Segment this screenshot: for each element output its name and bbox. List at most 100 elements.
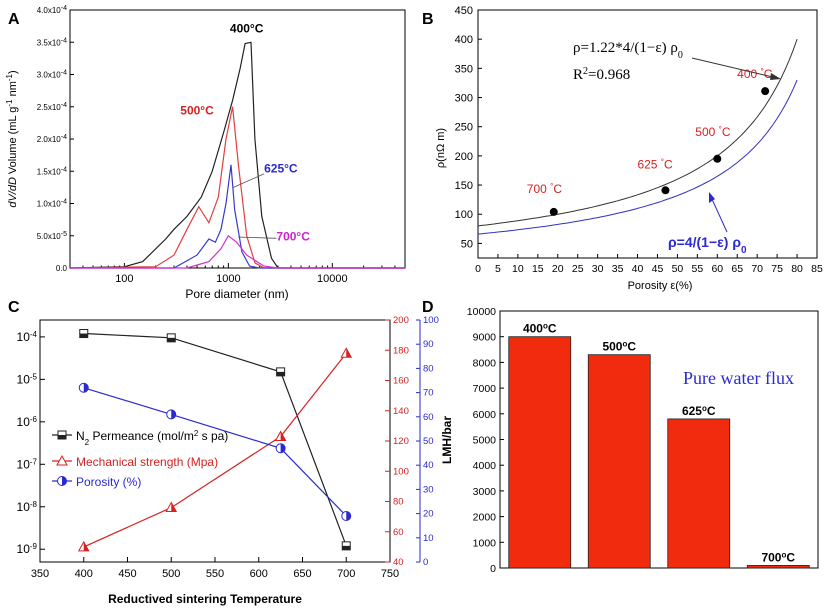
panel-b-r2: R2=0.968 (573, 66, 630, 84)
panel-b-fit1-equation: ρ=1.22*4/(1−ε) ρ0 (573, 40, 683, 61)
b-xtick-label: 85 (811, 263, 823, 275)
a-annotation-label: 625°C (264, 162, 298, 176)
panel-letter-c: C (8, 299, 20, 316)
c-right1-tick-label: 140 (393, 406, 409, 417)
panel-b-xlabel: Porosity ε(%) (628, 280, 693, 292)
panel-d-legend: Pure water flux (683, 368, 794, 388)
a-pointer-700 (238, 236, 277, 239)
b-xtick-label: 50 (672, 263, 684, 275)
d-bar-label: 700oC (761, 550, 795, 565)
panel-b-fit2-arrowhead (709, 192, 715, 203)
legend-marker-strength (56, 454, 68, 466)
panel-b-resistivity: 50 100 150 200 250 300 350 400 450 0 5 10 15 20 25 30 3… (435, 5, 823, 292)
d-ytick-label: 2000 (473, 512, 497, 524)
a-series-line (70, 164, 405, 269)
panel-a-pore-distribution: 0.0 5.0x10-5 1.0x10-4 1.5x10-4 2.0x10-4 2.5x1… (5, 5, 406, 301)
c-right2-tick-label: 80 (423, 363, 434, 374)
c-xtick-label: 750 (381, 568, 399, 580)
b-data-point (761, 87, 770, 96)
a-series-line (69, 106, 405, 269)
b-point-label: 625 °C (637, 157, 673, 172)
a-annotation-label: 400°C (230, 22, 264, 36)
c-marker-square-fill (276, 371, 285, 376)
panel-a-xlabel: Pore diameter (nm) (185, 287, 288, 301)
panel-c-legend: N2 Permeance (mol/m2 s pa) Mechanical st… (52, 429, 228, 489)
a-ytick-label: 1.0x10-4 (37, 198, 67, 209)
c-marker-circle-fill (83, 383, 89, 393)
panel-b-ylabel: ρ(nΩ m) (435, 128, 447, 168)
b-xtick-label: 30 (592, 263, 604, 275)
c-marker-circle-fill (171, 409, 176, 419)
panel-d-ylabel: LMH/bar (440, 416, 454, 464)
c-left-tick-label: 10-8 (17, 499, 38, 514)
b-ytick-label: 100 (455, 209, 473, 221)
d-bar-label: 500oC (602, 339, 636, 354)
b-ytick-label: 300 (455, 93, 473, 105)
c-right2-tick-label: 20 (423, 509, 434, 520)
d-ytick-label: 4000 (473, 460, 497, 472)
c-right2-tick-label: 90 (423, 339, 434, 350)
d-bar-label: 625oC (682, 403, 716, 418)
a-annotation-label: 500°C (180, 103, 214, 117)
c-series-line (83, 352, 347, 548)
a-xtick-label: 10000 (317, 273, 348, 285)
panel-b-fit1-arrow (691, 57, 778, 79)
d-ytick-label: 0 (490, 563, 496, 575)
c-marker-square-fill (342, 545, 351, 550)
d-ytick-label: 8000 (473, 357, 497, 369)
a-pointer-625 (233, 173, 265, 188)
c-right1-tick-label: 200 (393, 315, 409, 326)
c-xtick-label: 400 (75, 568, 93, 580)
b-ytick-label: 450 (455, 5, 473, 17)
c-right1-tick-label: 40 (393, 557, 404, 568)
c-right2-tick-label: 0 (423, 557, 428, 568)
d-ytick-label: 1000 (473, 537, 497, 549)
c-xtick-label: 550 (206, 568, 224, 580)
c-right1-tick-label: 180 (393, 345, 409, 356)
c-right1-tick-label: 120 (393, 436, 409, 447)
d-ytick-label: 6000 (473, 409, 497, 421)
d-ytick-label: 5000 (473, 435, 497, 447)
b-xtick-label: 10 (512, 263, 524, 275)
c-left-tick-label: 10-9 (17, 542, 38, 557)
c-right2-tick-label: 60 (423, 412, 434, 423)
c-series-line (83, 387, 347, 517)
c-marker-circle-fill (280, 443, 286, 453)
b-ytick-label: 400 (455, 34, 473, 46)
panel-d-water-flux: 0 1000 2000 3000 4000 5000 6000 7000 8000 9000 100… (440, 306, 819, 575)
panel-letter-b: B (422, 11, 434, 28)
c-right2-tick-label: 40 (423, 460, 434, 471)
c-series-line (83, 332, 347, 547)
b-fit-curve (477, 39, 798, 227)
d-bar (587, 354, 651, 569)
c-right1-tick-label: 100 (393, 466, 409, 477)
c-left-tick-label: 10-4 (17, 329, 38, 344)
b-ytick-label: 200 (455, 151, 473, 163)
b-xtick-label: 75 (771, 263, 783, 275)
panel-a-ylabel: dV/dDVolume (mL g-1 nm-1) (5, 70, 20, 207)
legend-label-permeance: N2 Permeance (mol/m2 s pa) (76, 429, 228, 447)
legend-label-porosity: Porosity (%) (76, 475, 141, 489)
c-xtick-label: 650 (293, 568, 311, 580)
a-series-line (70, 234, 405, 269)
b-xtick-label: 45 (652, 263, 664, 275)
c-marker-triangle-fill (171, 502, 177, 512)
c-right1-tick-label: 80 (393, 497, 404, 508)
b-xtick-label: 25 (572, 263, 584, 275)
b-data-point (661, 186, 670, 195)
panel-letter-a: A (8, 11, 20, 28)
c-marker-triangle-fill (83, 541, 89, 551)
b-point-label: 700 °C (527, 181, 563, 196)
panel-b-fit2-equation: ρ=4/(1−ε) ρ0 (668, 234, 747, 256)
c-right2-tick-label: 70 (423, 388, 434, 399)
c-xtick-label: 700 (337, 568, 355, 580)
c-marker-triangle-fill (346, 348, 352, 358)
panel-letter-d: D (422, 299, 434, 316)
panel-b-frame (477, 9, 818, 259)
b-data-point (549, 207, 558, 216)
b-xtick-label: 35 (612, 263, 624, 275)
d-ytick-label: 10000 (467, 306, 496, 318)
c-xtick-label: 450 (118, 568, 136, 580)
c-right1-tick-label: 160 (393, 376, 409, 387)
